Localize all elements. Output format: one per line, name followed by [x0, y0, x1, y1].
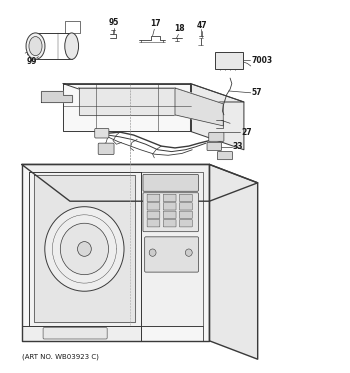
FancyBboxPatch shape [163, 211, 176, 219]
Polygon shape [63, 84, 190, 131]
FancyBboxPatch shape [147, 203, 160, 210]
FancyBboxPatch shape [143, 174, 198, 191]
FancyBboxPatch shape [180, 211, 192, 219]
FancyBboxPatch shape [209, 132, 224, 141]
Polygon shape [29, 172, 141, 326]
Text: 95: 95 [108, 18, 119, 27]
FancyBboxPatch shape [180, 194, 192, 201]
FancyBboxPatch shape [180, 220, 192, 227]
Ellipse shape [65, 33, 78, 59]
FancyBboxPatch shape [147, 211, 160, 219]
Text: 7003: 7003 [251, 56, 273, 65]
FancyBboxPatch shape [143, 193, 198, 232]
Circle shape [60, 223, 108, 275]
FancyBboxPatch shape [163, 220, 176, 227]
Text: 17: 17 [150, 19, 160, 28]
Text: 18: 18 [174, 24, 185, 33]
Text: 99: 99 [27, 57, 37, 66]
Circle shape [186, 249, 192, 256]
FancyBboxPatch shape [147, 194, 160, 201]
FancyBboxPatch shape [145, 237, 198, 272]
FancyBboxPatch shape [217, 151, 232, 160]
Polygon shape [22, 326, 141, 341]
Polygon shape [175, 88, 223, 126]
Polygon shape [22, 164, 209, 341]
FancyBboxPatch shape [43, 327, 107, 339]
Text: 27: 27 [241, 128, 252, 137]
Polygon shape [34, 175, 135, 322]
Text: (ART NO. WB03923 C): (ART NO. WB03923 C) [22, 353, 99, 360]
Circle shape [45, 207, 124, 291]
Text: 57: 57 [252, 88, 262, 97]
Polygon shape [141, 172, 203, 326]
FancyBboxPatch shape [180, 203, 192, 210]
FancyBboxPatch shape [147, 220, 160, 227]
Polygon shape [78, 88, 175, 115]
FancyBboxPatch shape [163, 194, 176, 201]
Polygon shape [209, 164, 258, 359]
Circle shape [149, 249, 156, 256]
FancyBboxPatch shape [163, 203, 176, 210]
Polygon shape [41, 91, 72, 102]
Polygon shape [78, 88, 223, 104]
Circle shape [77, 242, 91, 256]
FancyBboxPatch shape [207, 142, 222, 150]
Text: 33: 33 [233, 142, 243, 151]
FancyBboxPatch shape [215, 52, 243, 69]
FancyBboxPatch shape [95, 128, 109, 138]
Polygon shape [22, 164, 258, 201]
Ellipse shape [29, 37, 42, 56]
FancyBboxPatch shape [98, 143, 114, 154]
Polygon shape [190, 84, 244, 150]
Polygon shape [63, 84, 244, 102]
Ellipse shape [26, 33, 45, 59]
Text: 47: 47 [196, 21, 207, 30]
